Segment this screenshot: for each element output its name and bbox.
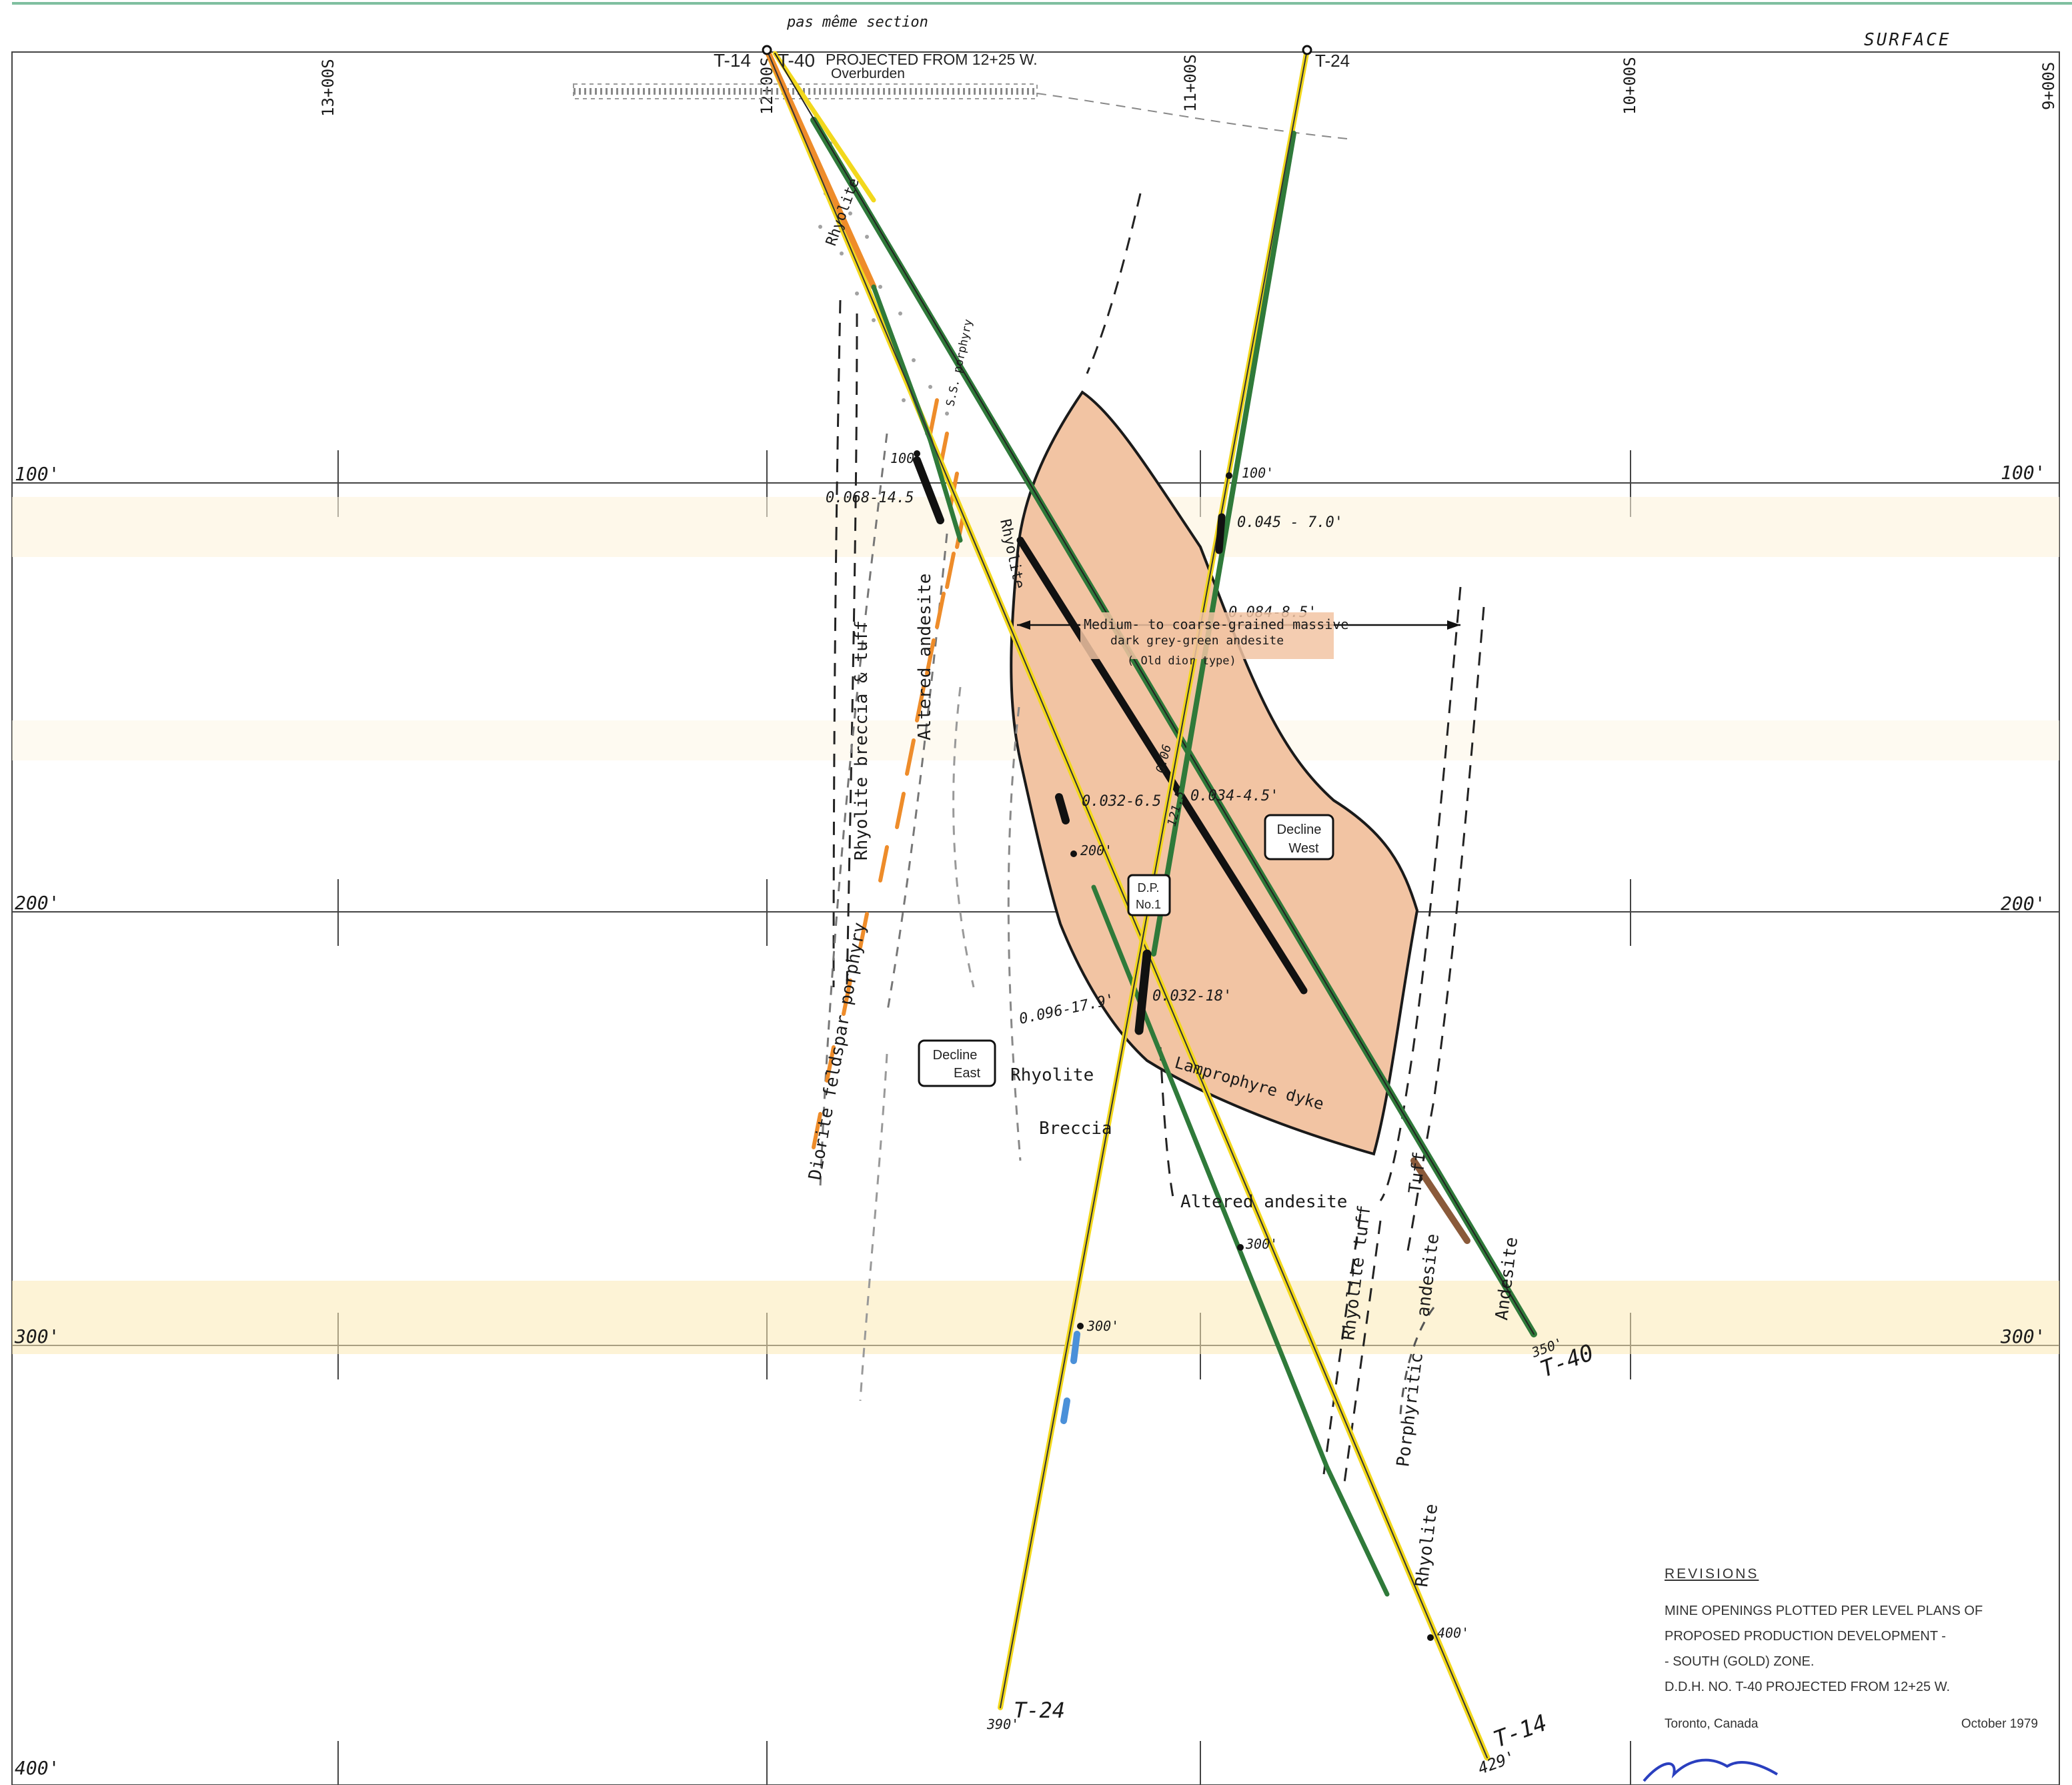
assay-label: 0.045 - 7.0'	[1237, 514, 1343, 531]
t24-end-depth: 390'	[986, 1716, 1019, 1732]
grid	[11, 2, 2072, 1785]
collar-markers	[762, 45, 1312, 55]
t14-depth-mark: 200'	[1080, 842, 1112, 858]
svg-text:dark grey-green andesite: dark grey-green andesite	[1110, 634, 1284, 648]
unit-label-porphyritic: Porphyritic	[1393, 1351, 1427, 1468]
porphyry-hatching	[812, 398, 966, 1149]
unit-label-altered-andesite: Altered andesite	[1180, 1192, 1347, 1212]
revision-line: - South (gold) zone.	[1665, 1654, 1815, 1669]
unit-label-ss-porphyry: S.S. porphyry	[944, 318, 975, 408]
easting-labels: 13+00S 12+00S 11+00S 10+00S 9+00S	[319, 54, 2058, 117]
svg-text:Decline: Decline	[933, 1048, 978, 1063]
andesite-description: Medium- to coarse-grained massive dark g…	[1017, 612, 1460, 668]
t24-end-label: T-24	[1014, 1698, 1065, 1723]
svg-text:( Old dior type): ( Old dior type)	[1127, 654, 1236, 668]
surface-label: SURFACE	[1864, 30, 1951, 50]
revisions-heading: REVISIONS	[1665, 1566, 1759, 1582]
svg-text:East: East	[954, 1066, 980, 1081]
t24-depth-mark: 100'	[1242, 465, 1274, 481]
easting-label: 13+00S	[319, 59, 337, 117]
svg-text:Decline: Decline	[1277, 822, 1322, 837]
t14-depth-mark: 100	[890, 450, 914, 466]
depth-label-left: 100'	[15, 463, 59, 485]
unit-label-diorite-porphyry: Diorite feldspar porphyry	[805, 921, 870, 1182]
t40-collar-label: T-40	[778, 50, 815, 71]
revisions-block: REVISIONS Mine openings plotted per leve…	[1665, 1566, 2038, 1732]
signature	[1643, 1758, 1779, 1782]
unit-label-rhyolite: Rhyolite	[1010, 1065, 1094, 1085]
drill-hole-t14	[764, 47, 1490, 1761]
depth-label-left: 300'	[14, 1325, 59, 1347]
depth-label-left: 400'	[15, 1757, 59, 1779]
t14-depth-mark: 400'	[1437, 1625, 1469, 1641]
unit-label-rhyolite-breccia-tuff: Rhyolite breccia & tuff	[852, 620, 872, 860]
projection-note: PROJECTED FROM 12+25 W.	[826, 51, 1038, 68]
depth-label-right: 300'	[2000, 1325, 2045, 1347]
assay-label: 0.068-14.5	[826, 490, 914, 506]
overburden-band	[573, 83, 1348, 139]
revision-line: D.D.H. No. T-40 projected from 12+25 W.	[1665, 1680, 1951, 1694]
t14-collar-label: T-14	[714, 50, 751, 71]
t14-depth-mark: 300'	[1245, 1236, 1278, 1252]
revision-line: Mine openings plotted per level plans of	[1665, 1604, 1983, 1618]
easting-label: 9+00S	[2039, 62, 2058, 110]
unit-label-altered-andesite: Altered andesite	[915, 574, 935, 740]
easting-label: 10+00S	[1621, 57, 1639, 115]
unit-label-breccia: Breccia	[1039, 1119, 1112, 1139]
dp-no1-opening: D.P. No.1	[1127, 874, 1171, 917]
collar-note: pas même section	[786, 14, 928, 31]
svg-text:No.1: No.1	[1136, 898, 1161, 911]
t14-end-label: T-14	[1490, 1710, 1550, 1754]
easting-label: 11+00S	[1181, 54, 1200, 112]
revision-place: Toronto, Canada	[1665, 1717, 1759, 1731]
depth-labels: 100' 100' 200' 200' 300' 300' 400'	[14, 462, 2045, 1779]
unit-label-tuff: Tuff	[1405, 1151, 1430, 1195]
t24-collar-label: T-24	[1315, 51, 1350, 71]
svg-text:Medium- to coarse-grained mass: Medium- to coarse-grained massive	[1084, 616, 1348, 632]
depth-label-left: 200'	[15, 892, 59, 914]
geologic-contacts	[819, 193, 1485, 1488]
svg-text:D.P.: D.P.	[1138, 881, 1160, 895]
assay-label: 0.032-18'	[1152, 988, 1232, 1005]
unit-label-rhyolite: Rhyolite	[1412, 1503, 1442, 1588]
assay-label: 0.032-6.5	[1082, 793, 1161, 810]
depth-label-right: 200'	[2001, 892, 2045, 915]
svg-text:West: West	[1288, 841, 1319, 856]
decline-west: Decline West	[1264, 814, 1334, 860]
revision-date: October 1979	[1961, 1717, 2038, 1731]
depth-label-right: 100'	[2001, 462, 2045, 484]
assay-label: 0.096-17.9'	[1018, 991, 1116, 1028]
drill-hole-t40	[772, 51, 1537, 1337]
revision-line: proposed production development -	[1665, 1629, 1946, 1644]
assay-label: 0.034-4.5'	[1190, 788, 1278, 804]
overburden-label: Overburden	[831, 66, 905, 81]
t24-depth-mark: 300'	[1086, 1318, 1119, 1334]
decline-east: Decline East	[918, 1039, 996, 1087]
